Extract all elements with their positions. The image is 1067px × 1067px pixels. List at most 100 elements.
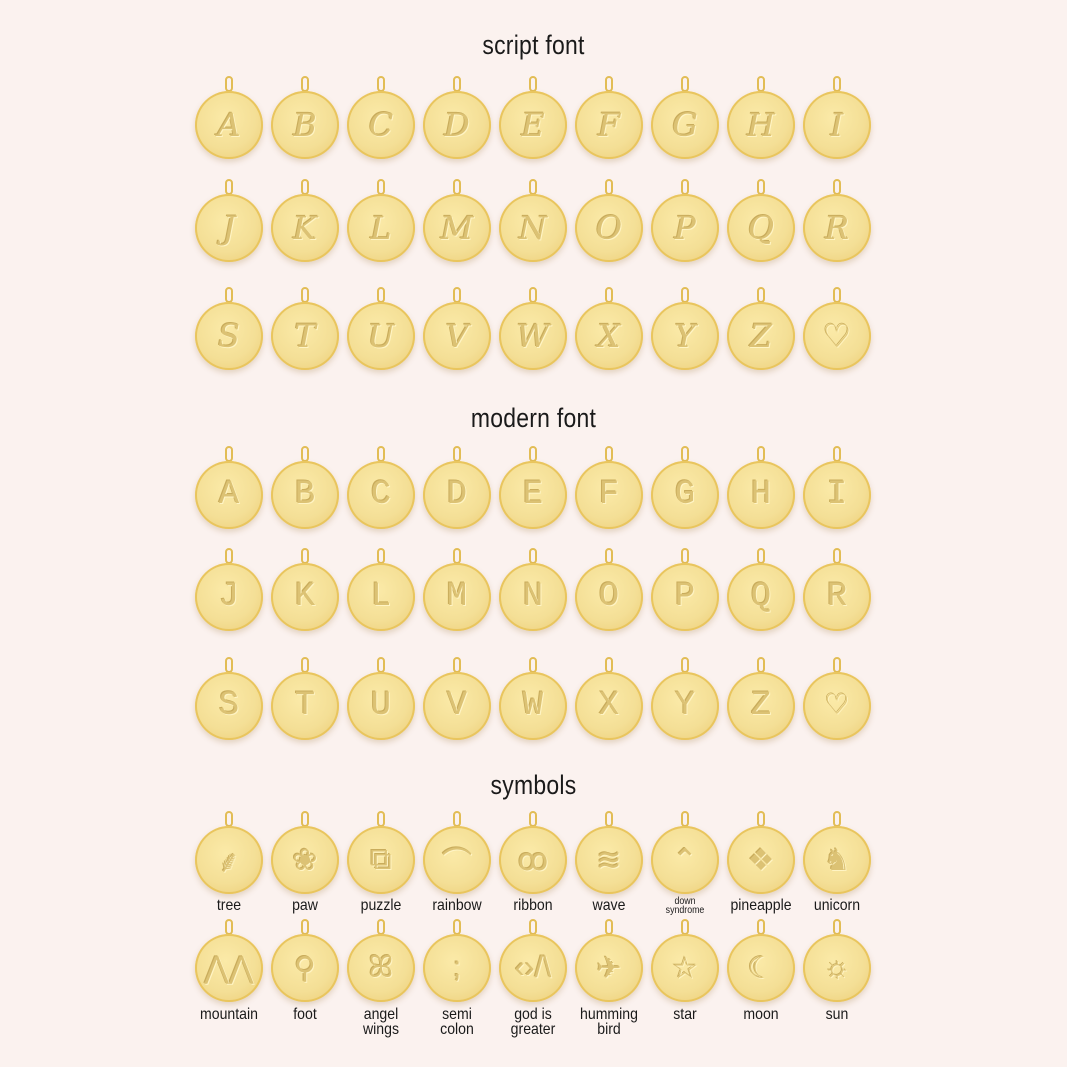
script-charm[interactable]: H <box>727 76 795 159</box>
symbol-charm[interactable]: ☾ <box>727 919 795 1002</box>
modern-charm[interactable]: E <box>499 446 567 529</box>
modern-charm[interactable]: N <box>499 548 567 631</box>
symbol-label: sun <box>825 1006 849 1023</box>
script-charm[interactable]: B <box>271 76 339 159</box>
modern-charm[interactable]: ♡ <box>803 657 871 740</box>
modern-charm[interactable]: F <box>575 446 643 529</box>
script-charm[interactable]: S <box>195 287 263 370</box>
modern-charm[interactable]: G <box>651 446 719 529</box>
jump-ring <box>833 657 841 673</box>
modern-charm[interactable]: K <box>271 548 339 631</box>
jump-ring <box>301 811 309 827</box>
modern-charm[interactable]: Y <box>651 657 719 740</box>
modern-charm[interactable]: L <box>347 548 415 631</box>
modern-charm[interactable]: Q <box>727 548 795 631</box>
symbol-charm[interactable]: ❀ <box>271 811 339 894</box>
script-charm[interactable]: X <box>575 287 643 370</box>
engraved-letter: L <box>370 209 392 247</box>
script-charm[interactable]: U <box>347 287 415 370</box>
script-charm[interactable]: V <box>423 287 491 370</box>
jump-ring <box>681 179 689 195</box>
script-charm[interactable]: I <box>803 76 871 159</box>
script-charm[interactable]: Y <box>651 287 719 370</box>
symbol-charm[interactable]: ꕤ <box>347 919 415 1002</box>
script-charm[interactable]: Q <box>727 179 795 262</box>
symbol-charm[interactable]: ⚲ <box>271 919 339 1002</box>
script-charm[interactable]: J <box>195 179 263 262</box>
modern-font-heading: modern font <box>470 403 597 433</box>
symbol-charm[interactable]: ☆ <box>651 919 719 1002</box>
modern-charm[interactable]: I <box>803 446 871 529</box>
script-charm[interactable]: D <box>423 76 491 159</box>
symbol-charm[interactable]: ♞ <box>803 811 871 894</box>
modern-charm[interactable]: C <box>347 446 415 529</box>
symbol-charm[interactable]: ✈ <box>575 919 643 1002</box>
jump-ring <box>301 287 309 303</box>
modern-charm[interactable]: W <box>499 657 567 740</box>
symbol-charm[interactable]: ꝏ <box>499 811 567 894</box>
modern-charm[interactable]: J <box>195 548 263 631</box>
symbol-label: foot <box>293 1006 317 1023</box>
script-charm[interactable]: A <box>195 76 263 159</box>
modern-charm[interactable]: Z <box>727 657 795 740</box>
modern-charm[interactable]: R <box>803 548 871 631</box>
modern-charm[interactable]: O <box>575 548 643 631</box>
puzzle-icon: ⧉ <box>370 843 392 876</box>
charm-disc <box>195 302 263 370</box>
modern-charm[interactable]: A <box>195 446 263 529</box>
symbol-charm[interactable]: ⸙ <box>195 811 263 894</box>
symbol-label: star <box>673 1006 697 1023</box>
charm-disc <box>423 461 491 529</box>
symbol-label: wave <box>592 897 626 914</box>
script-charm[interactable]: F <box>575 76 643 159</box>
charm-disc <box>347 672 415 740</box>
symbol-charm[interactable]: ≋ <box>575 811 643 894</box>
symbol-charm[interactable]: ‹›/\ <box>499 919 567 1002</box>
modern-charm[interactable]: T <box>271 657 339 740</box>
charm-disc <box>575 194 643 262</box>
jump-ring <box>529 657 537 673</box>
script-charm[interactable]: M <box>423 179 491 262</box>
modern-charm[interactable]: X <box>575 657 643 740</box>
engraved-letter: V <box>446 687 468 725</box>
rainbow-icon: ⌒ <box>442 847 472 880</box>
symbol-charm[interactable]: ❖ <box>727 811 795 894</box>
symbol-charm[interactable]: ; <box>423 919 491 1002</box>
symbol-charm[interactable]: ⌃ <box>651 811 719 894</box>
script-charm[interactable]: L <box>347 179 415 262</box>
script-charm[interactable]: G <box>651 76 719 159</box>
script-charm[interactable]: W <box>499 287 567 370</box>
script-charm[interactable]: O <box>575 179 643 262</box>
charm-disc <box>575 934 643 1002</box>
modern-charm[interactable]: H <box>727 446 795 529</box>
script-charm[interactable]: P <box>651 179 719 262</box>
modern-charm[interactable]: P <box>651 548 719 631</box>
modern-charm[interactable]: V <box>423 657 491 740</box>
symbol-charm[interactable]: ⌒ <box>423 811 491 894</box>
script-charm[interactable]: Z <box>727 287 795 370</box>
script-charm[interactable]: C <box>347 76 415 159</box>
symbol-label: god is greater <box>510 1006 556 1038</box>
script-charm[interactable]: E <box>499 76 567 159</box>
script-charm[interactable]: K <box>271 179 339 262</box>
modern-charm[interactable]: B <box>271 446 339 529</box>
engraved-letter: S <box>218 317 240 355</box>
engraved-letter: P <box>674 578 696 616</box>
charm-disc <box>271 91 339 159</box>
symbol-charm[interactable]: ⧉ <box>347 811 415 894</box>
modern-charm[interactable]: S <box>195 657 263 740</box>
charm-disc <box>347 826 415 894</box>
script-charm[interactable]: R <box>803 179 871 262</box>
modern-charm[interactable]: M <box>423 548 491 631</box>
modern-charm[interactable]: U <box>347 657 415 740</box>
symbol-charm[interactable]: ⋀⋀ <box>195 919 263 1002</box>
script-charm[interactable]: ♡ <box>803 287 871 370</box>
jump-ring <box>833 919 841 935</box>
charm-disc <box>651 826 719 894</box>
modern-charm[interactable]: D <box>423 446 491 529</box>
script-charm[interactable]: T <box>271 287 339 370</box>
jump-ring <box>605 811 613 827</box>
engraved-letter: S <box>218 687 240 725</box>
symbol-charm[interactable]: ☼ <box>803 919 871 1002</box>
script-charm[interactable]: N <box>499 179 567 262</box>
